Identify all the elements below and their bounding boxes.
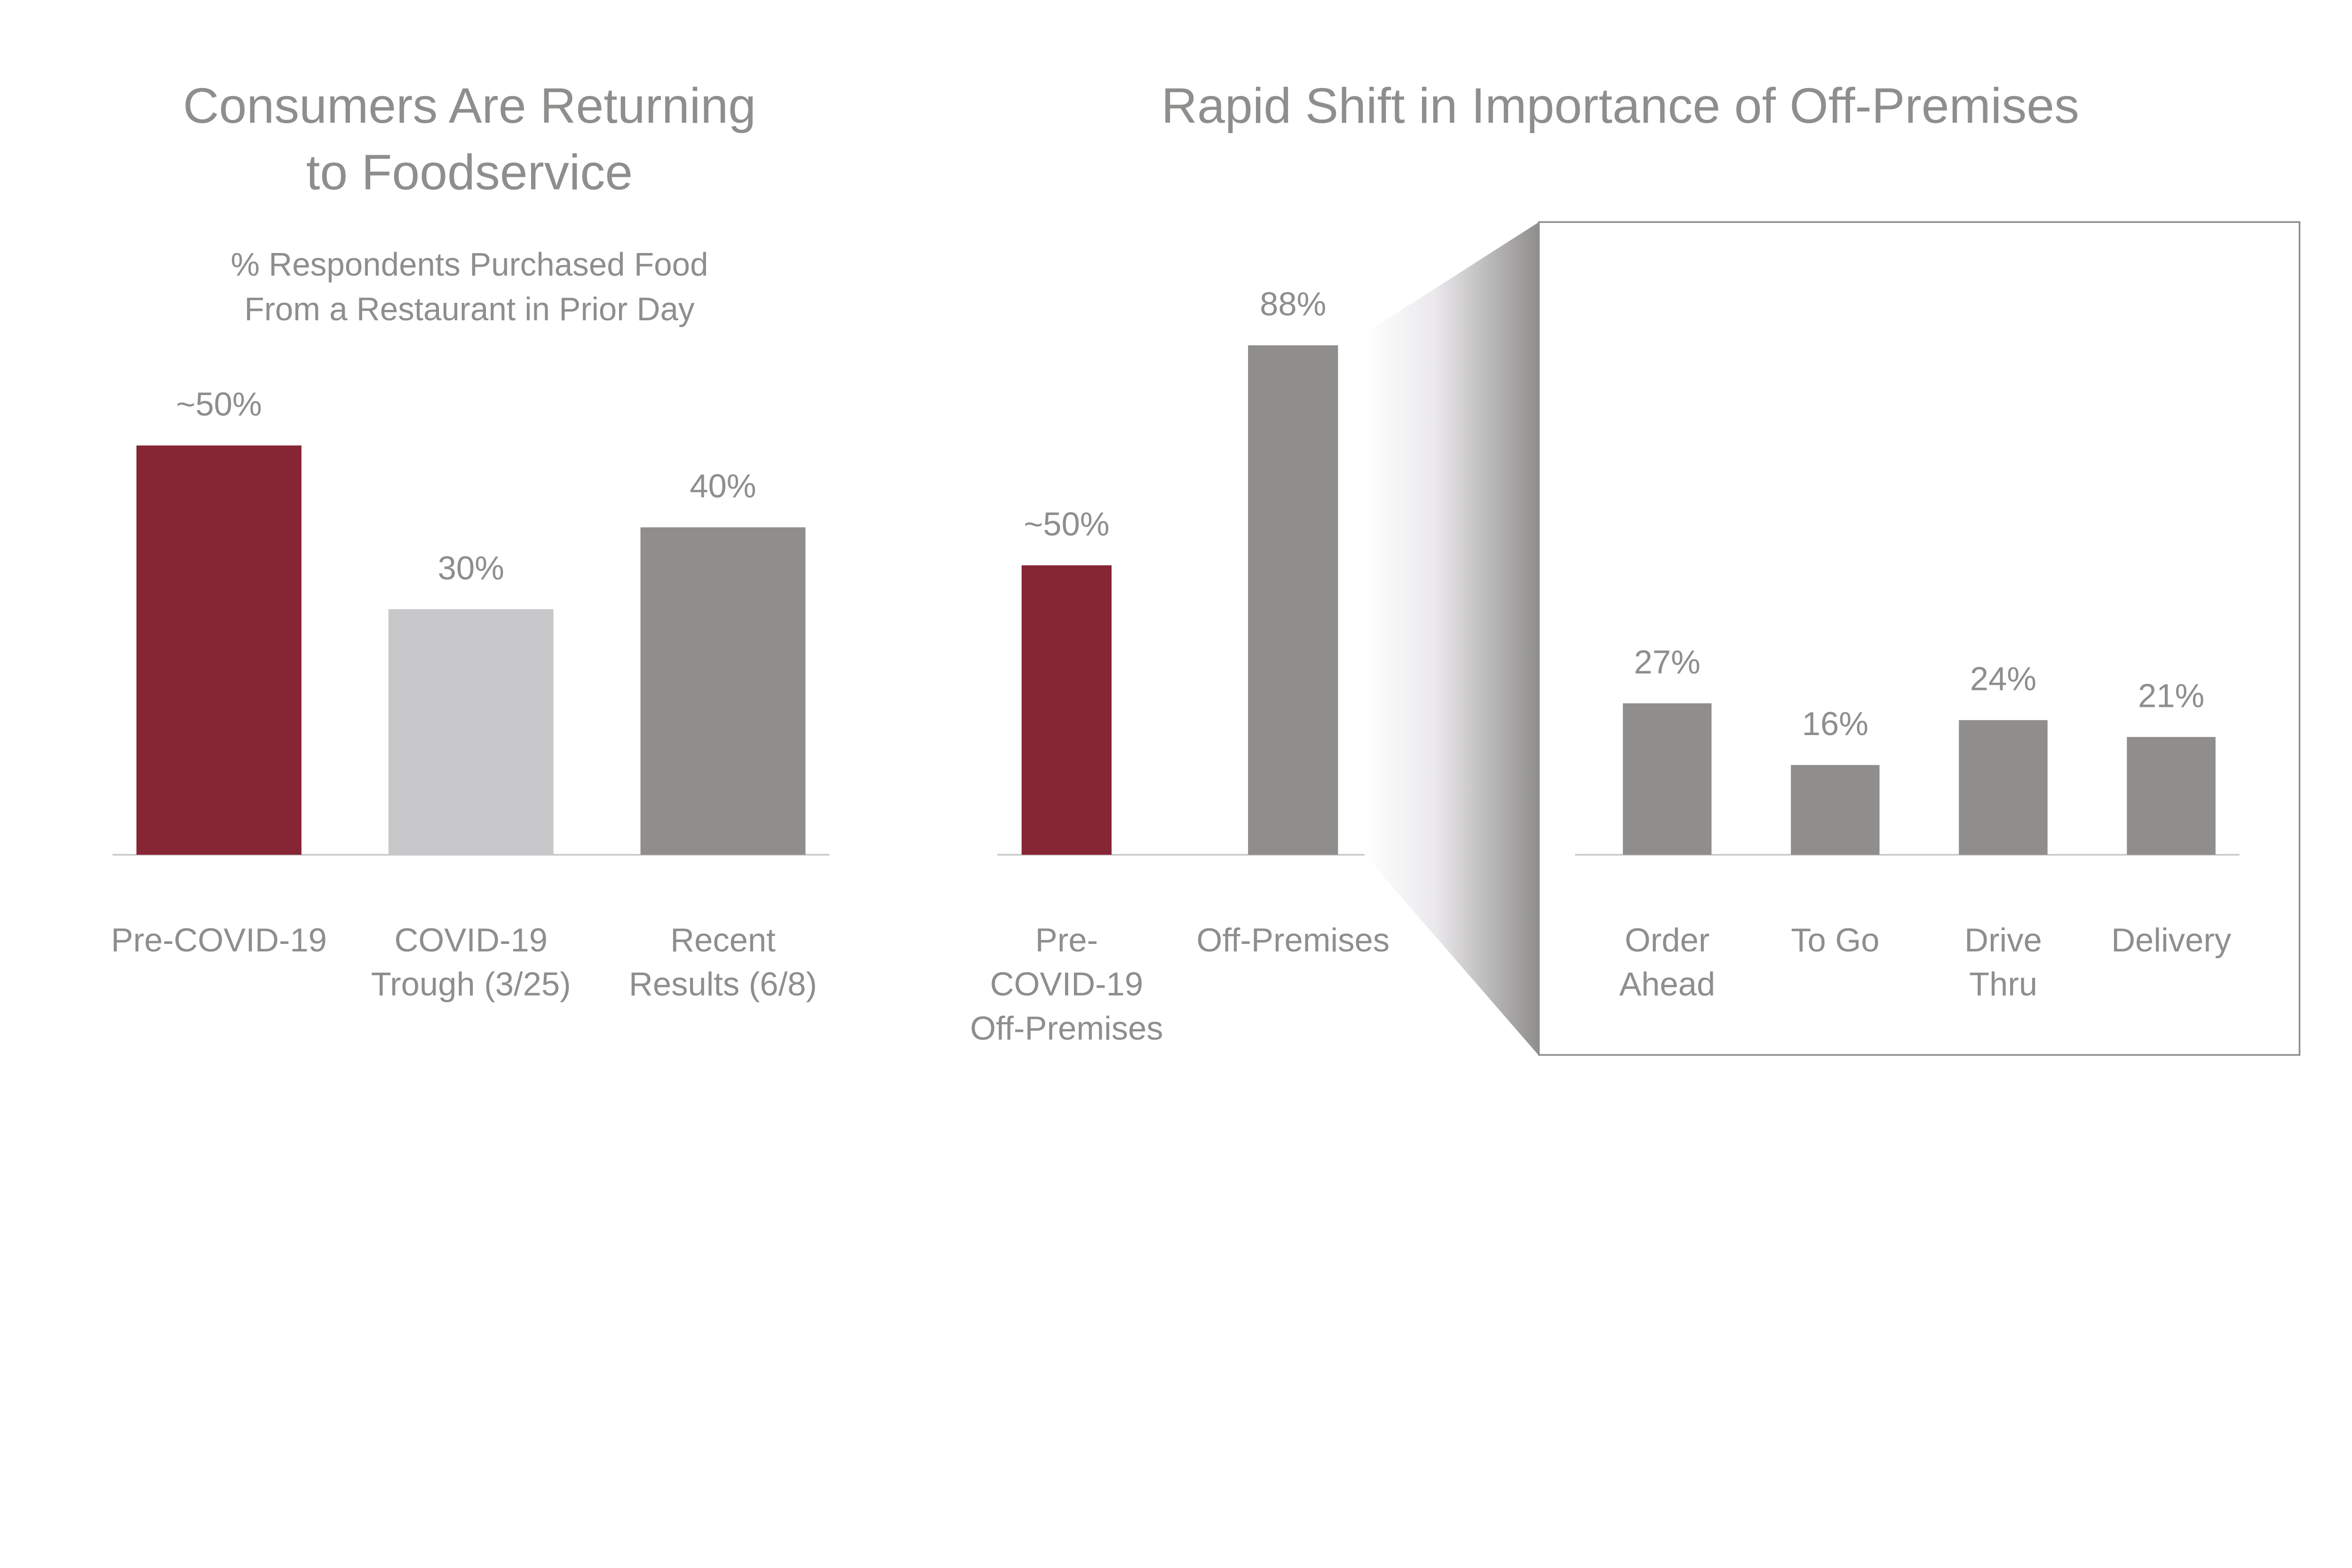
category-label: Recent [670, 921, 776, 958]
category-label: Order [1625, 921, 1709, 958]
bar [1959, 720, 2048, 855]
bar [1791, 765, 1880, 855]
zoom-funnel [1364, 222, 1539, 1056]
chart-title: to Foodservice [306, 144, 633, 200]
category-label: Off-Premises [1197, 921, 1390, 958]
category-label: Ahead [1619, 966, 1715, 1003]
category-label: Drive [1964, 921, 2042, 958]
chart-subtitle: From a Restaurant in Prior Day [245, 291, 695, 327]
chart-title: Consumers Are Returning [183, 78, 756, 134]
bar [388, 609, 554, 855]
category-label: COVID-19 [990, 966, 1144, 1003]
category-label: COVID-19 [394, 921, 548, 958]
chart-canvas: Consumers Are Returning to Foodservice % R… [111, 78, 2301, 1056]
category-label: Trough (3/25) [371, 966, 571, 1003]
bar [1248, 345, 1338, 855]
bar [640, 527, 806, 855]
data-label: 24% [1970, 660, 2036, 697]
data-label: 40% [690, 467, 756, 505]
data-label: ~50% [176, 386, 262, 423]
data-label: 88% [1260, 285, 1326, 323]
category-label: Results (6/8) [629, 966, 817, 1003]
data-label: ~50% [1024, 505, 1109, 542]
chart-subtitle: % Respondents Purchased Food [231, 246, 708, 283]
data-label: 16% [1802, 705, 1868, 742]
bar [1021, 565, 1112, 855]
category-label: Pre- [1035, 921, 1098, 958]
bar [136, 445, 302, 855]
category-label: Pre-COVID-19 [111, 921, 327, 958]
category-label: To Go [1791, 921, 1879, 958]
chart-title: Rapid Shift in Importance of Off-Premise… [1161, 78, 2079, 134]
data-label: 30% [438, 549, 504, 586]
data-label: 27% [1634, 643, 1700, 681]
bar [1623, 703, 1712, 855]
category-label: Thru [1969, 966, 2037, 1003]
detail-box [1538, 221, 2301, 1056]
category-label: Off-Premises [970, 1010, 1163, 1047]
bar [2127, 736, 2216, 855]
data-label: 21% [2138, 677, 2204, 714]
category-label: Delivery [2111, 921, 2232, 958]
